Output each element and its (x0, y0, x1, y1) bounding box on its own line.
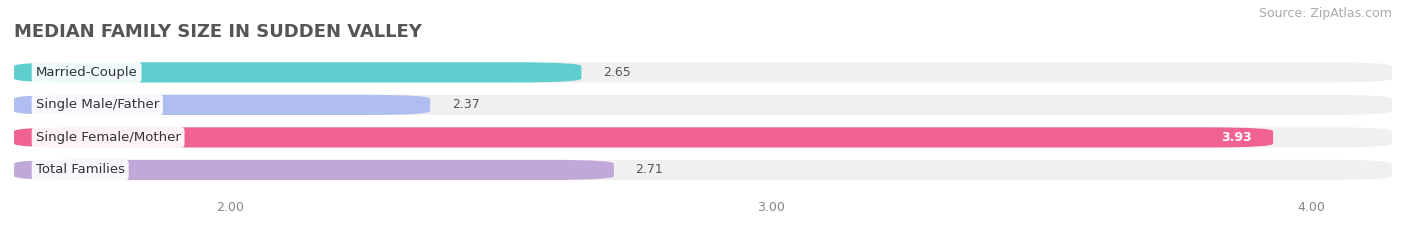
FancyBboxPatch shape (14, 127, 1392, 147)
FancyBboxPatch shape (14, 95, 430, 115)
FancyBboxPatch shape (14, 160, 1392, 180)
Text: 3.93: 3.93 (1220, 131, 1251, 144)
Text: Total Families: Total Families (35, 163, 125, 176)
Text: Single Male/Father: Single Male/Father (35, 98, 159, 111)
Text: 2.37: 2.37 (451, 98, 479, 111)
FancyBboxPatch shape (14, 62, 1392, 82)
Text: Married-Couple: Married-Couple (35, 66, 138, 79)
FancyBboxPatch shape (14, 62, 582, 82)
Text: 2.65: 2.65 (603, 66, 631, 79)
FancyBboxPatch shape (14, 95, 1392, 115)
Text: MEDIAN FAMILY SIZE IN SUDDEN VALLEY: MEDIAN FAMILY SIZE IN SUDDEN VALLEY (14, 23, 422, 41)
FancyBboxPatch shape (14, 160, 614, 180)
Text: 2.71: 2.71 (636, 163, 664, 176)
FancyBboxPatch shape (14, 127, 1272, 147)
Text: Single Female/Mother: Single Female/Mother (35, 131, 180, 144)
Text: Source: ZipAtlas.com: Source: ZipAtlas.com (1258, 7, 1392, 20)
